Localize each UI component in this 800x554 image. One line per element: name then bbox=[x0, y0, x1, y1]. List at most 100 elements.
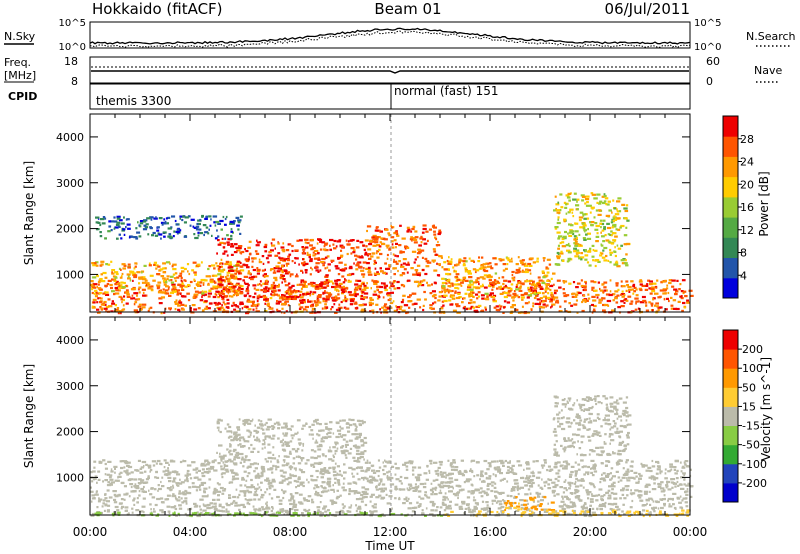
heatmap-cell bbox=[410, 230, 413, 233]
heatmap-cell bbox=[645, 483, 650, 486]
heatmap-cell bbox=[143, 219, 148, 222]
heatmap-cell bbox=[678, 501, 682, 504]
heatmap-cell bbox=[91, 305, 94, 308]
heatmap-cell bbox=[257, 483, 259, 486]
heatmap-cell bbox=[266, 501, 268, 504]
heatmap-cell bbox=[429, 513, 434, 516]
heatmap-cell bbox=[304, 269, 308, 272]
heatmap-cell bbox=[318, 296, 322, 299]
heatmap-cell bbox=[679, 295, 683, 298]
heatmap-cell bbox=[536, 260, 539, 263]
heatmap-cell bbox=[616, 463, 619, 466]
heatmap-cell bbox=[435, 478, 439, 481]
heatmap-cell bbox=[571, 292, 576, 295]
heatmap-cell bbox=[665, 484, 667, 487]
heatmap-cell bbox=[605, 289, 608, 292]
heatmap-cell bbox=[369, 302, 374, 305]
heatmap-cell bbox=[225, 277, 228, 280]
heatmap-cell bbox=[387, 232, 391, 235]
heatmap-cell bbox=[93, 466, 96, 469]
heatmap-cell bbox=[593, 486, 596, 489]
heatmap-cell bbox=[281, 464, 286, 467]
heatmap-cell bbox=[383, 465, 387, 468]
heatmap-cell bbox=[310, 238, 314, 242]
heatmap-cell bbox=[302, 258, 304, 261]
heatmap-cell bbox=[625, 280, 629, 283]
heatmap-cell bbox=[215, 290, 220, 293]
heatmap-cell bbox=[102, 303, 105, 306]
heatmap-cell bbox=[407, 507, 412, 510]
heatmap-cell bbox=[236, 249, 239, 252]
heatmap-cell bbox=[332, 454, 335, 457]
heatmap-cell bbox=[396, 280, 400, 284]
heatmap-cell bbox=[348, 492, 351, 496]
heatmap-cell bbox=[197, 234, 200, 237]
heatmap-cell bbox=[482, 277, 486, 280]
heatmap-cell bbox=[117, 225, 121, 228]
heatmap-cell bbox=[300, 287, 303, 290]
heatmap-cell bbox=[472, 301, 476, 304]
heatmap-cell bbox=[569, 492, 574, 495]
heatmap-cell bbox=[176, 276, 180, 279]
heatmap-cell bbox=[154, 503, 158, 507]
heatmap-cell bbox=[301, 246, 305, 249]
heatmap-cell bbox=[370, 512, 374, 515]
heatmap-cell bbox=[586, 493, 590, 496]
heatmap-cell bbox=[298, 283, 304, 286]
heatmap-cell bbox=[495, 475, 497, 478]
heatmap-cell bbox=[90, 280, 94, 283]
heatmap-cell bbox=[221, 279, 225, 282]
heatmap-cell bbox=[319, 510, 322, 514]
heatmap-cell bbox=[274, 254, 279, 257]
heatmap-cell bbox=[574, 222, 579, 225]
heatmap-cell bbox=[530, 288, 533, 291]
heatmap-cell bbox=[584, 300, 587, 303]
heatmap-cell bbox=[384, 284, 388, 287]
heatmap-cell bbox=[191, 304, 196, 307]
heatmap-cell bbox=[193, 502, 197, 505]
heatmap-cell bbox=[131, 272, 136, 275]
heatmap-cell bbox=[688, 289, 693, 292]
heatmap-cell bbox=[194, 287, 196, 290]
heatmap-cell bbox=[189, 307, 192, 310]
heatmap-cell bbox=[557, 475, 561, 478]
heatmap-cell bbox=[674, 485, 677, 488]
heatmap-cell bbox=[653, 304, 657, 307]
heatmap-cell bbox=[433, 233, 437, 236]
heatmap-cell bbox=[337, 256, 341, 260]
heatmap-cell bbox=[361, 476, 366, 480]
heatmap-cell bbox=[247, 308, 252, 311]
heatmap-cell bbox=[228, 269, 233, 272]
heatmap-cell bbox=[324, 256, 328, 259]
heatmap-cell bbox=[479, 487, 483, 490]
heatmap-cell bbox=[445, 476, 447, 479]
heatmap-cell bbox=[203, 481, 207, 485]
heatmap-cell bbox=[97, 470, 101, 473]
heatmap-cell bbox=[502, 263, 507, 266]
heatmap-cell bbox=[423, 472, 428, 475]
heatmap-cell bbox=[579, 484, 583, 487]
heatmap-cell bbox=[271, 467, 274, 470]
heatmap-cell bbox=[321, 473, 325, 476]
heatmap-cell bbox=[620, 293, 622, 296]
heatmap-cell bbox=[600, 495, 604, 498]
heatmap-cell bbox=[275, 465, 280, 468]
heatmap-cell bbox=[413, 302, 416, 305]
heatmap-cell bbox=[236, 224, 240, 227]
heatmap-cell bbox=[303, 499, 308, 502]
heatmap-cell bbox=[633, 471, 638, 474]
heatmap-cell bbox=[428, 228, 432, 231]
heatmap-cell bbox=[630, 469, 634, 472]
heatmap-cell bbox=[613, 497, 616, 500]
heatmap-cell bbox=[339, 268, 343, 272]
heatmap-cell bbox=[589, 498, 594, 501]
heatmap-cell bbox=[333, 455, 335, 459]
heatmap-cell bbox=[451, 283, 454, 286]
heatmap-cell bbox=[499, 479, 502, 482]
heatmap-cell bbox=[494, 263, 498, 266]
heatmap-cell bbox=[664, 279, 667, 282]
heatmap-cell bbox=[609, 478, 612, 481]
heatmap-cell bbox=[362, 244, 365, 247]
heatmap-cell bbox=[271, 506, 274, 509]
heatmap-cell bbox=[479, 478, 481, 481]
